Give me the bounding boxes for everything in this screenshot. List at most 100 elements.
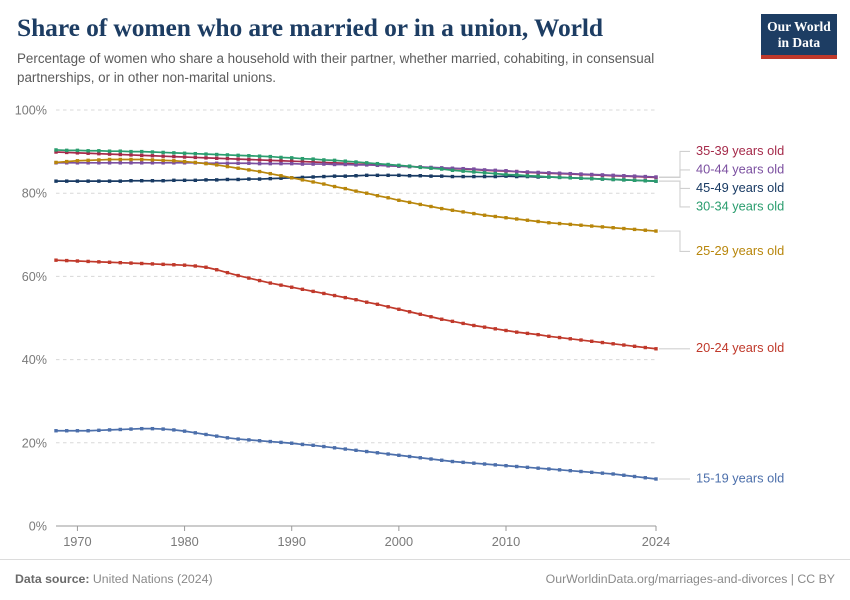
- series-line-25-29-years-old[interactable]: [55, 158, 657, 232]
- series-point: [54, 160, 58, 165]
- series-point: [268, 161, 272, 166]
- series-point: [193, 160, 197, 165]
- series-point: [161, 150, 165, 155]
- series-point: [150, 426, 155, 431]
- series-point: [375, 161, 380, 166]
- series-point: [600, 173, 605, 177]
- series-point: [343, 447, 347, 451]
- series-point: [600, 225, 605, 229]
- series-point: [236, 166, 240, 170]
- series-point: [129, 427, 133, 431]
- series-point: [450, 168, 455, 173]
- legend-layer: 35-39 years old 40-44 years old 45-49 year…: [659, 143, 784, 485]
- our-world-in-data-logo[interactable]: Our World in Data: [761, 14, 837, 59]
- series-point: [129, 153, 133, 157]
- series-point: [215, 178, 219, 182]
- series-point: [632, 227, 637, 232]
- series-point: [75, 151, 80, 155]
- series-point: [579, 469, 583, 474]
- series-point: [290, 159, 294, 163]
- series-point: [193, 178, 197, 182]
- series-point: [107, 152, 112, 156]
- y-tick-label: 40%: [22, 353, 47, 367]
- series-point: [568, 468, 572, 473]
- legend-connector: [659, 150, 690, 178]
- y-tick-label: 0%: [29, 520, 47, 534]
- attribution-link[interactable]: OurWorldinData.org/marriages-and-divorce…: [545, 572, 835, 586]
- series-point: [557, 468, 562, 472]
- series-point: [75, 148, 80, 153]
- legend-label-35-39-years-old[interactable]: 35-39 years old: [696, 143, 784, 158]
- legend-label-15-19-years-old[interactable]: 15-19 years old: [696, 470, 784, 485]
- legend-label-25-29-years-old[interactable]: 25-29 years old: [696, 243, 784, 258]
- series-point: [86, 151, 90, 155]
- series-point: [418, 165, 422, 170]
- series-point: [407, 200, 412, 205]
- series-point: [450, 319, 455, 324]
- series-point: [86, 149, 90, 153]
- x-axis-layer: 1970 1980 1990 2000 2010 2024: [56, 525, 670, 549]
- series-point: [590, 470, 594, 475]
- series-point: [86, 259, 90, 264]
- series-point: [354, 174, 358, 178]
- series-point: [515, 173, 519, 177]
- series-point: [54, 429, 58, 433]
- series-point: [118, 161, 122, 165]
- series-line-20-24-years-old[interactable]: [55, 259, 657, 350]
- series-point: [225, 156, 230, 161]
- series-point: [300, 175, 305, 180]
- series-point: [536, 170, 540, 175]
- y-tick-label: 20%: [22, 436, 47, 450]
- series-point: [536, 332, 540, 337]
- series-point: [407, 454, 412, 459]
- legend-label-30-34-years-old[interactable]: 30-34 years old: [696, 198, 784, 213]
- series-point: [97, 149, 101, 153]
- legend-label-45-49-years-old[interactable]: 45-49 years old: [696, 180, 784, 195]
- series-point: [140, 261, 144, 266]
- y-tick-label: 100%: [15, 104, 47, 118]
- series-point: [225, 177, 230, 182]
- series-point: [536, 174, 540, 178]
- series-line-15-19-years-old[interactable]: [55, 427, 657, 480]
- data-source: Data source: United Nations (2024): [15, 572, 213, 586]
- series-point: [97, 428, 101, 433]
- plot-area: 0% 20% 40% 60% 80% 100% 35-39 years old 40-44 …: [0, 92, 850, 554]
- series-point: [322, 444, 326, 449]
- series-point: [343, 162, 347, 167]
- series-point: [418, 174, 422, 178]
- series-point: [236, 153, 240, 158]
- legend-label-40-44-years-old[interactable]: 40-44 years old: [696, 161, 784, 176]
- legend-connector: [659, 230, 690, 252]
- series-point: [172, 151, 176, 155]
- series-point: [461, 321, 465, 326]
- series-point: [525, 174, 530, 178]
- series-point: [161, 262, 165, 267]
- series-point: [568, 176, 572, 180]
- series-point: [182, 155, 187, 159]
- series-point: [107, 149, 112, 153]
- series-point: [140, 153, 144, 158]
- series-point: [279, 176, 283, 180]
- series-point: [515, 464, 519, 469]
- series-point: [654, 229, 658, 233]
- series-point: [54, 258, 58, 262]
- series-point: [257, 161, 262, 166]
- series-point: [461, 174, 465, 179]
- series-point: [193, 264, 197, 268]
- series-point: [375, 302, 380, 306]
- series-point: [536, 219, 540, 224]
- x-tick-label: 2024: [642, 534, 670, 549]
- series-point: [161, 158, 165, 163]
- series-point: [182, 151, 187, 155]
- series-point: [300, 287, 305, 291]
- series-point: [161, 154, 165, 158]
- series-point: [611, 342, 615, 346]
- series-point: [204, 432, 208, 437]
- legend-label-20-24-years-old[interactable]: 20-24 years old: [696, 340, 784, 355]
- series-point: [268, 281, 272, 285]
- series-point: [311, 160, 315, 164]
- series-point: [150, 154, 155, 158]
- series-point: [215, 156, 219, 160]
- series-point: [493, 168, 497, 173]
- series-point: [354, 298, 358, 302]
